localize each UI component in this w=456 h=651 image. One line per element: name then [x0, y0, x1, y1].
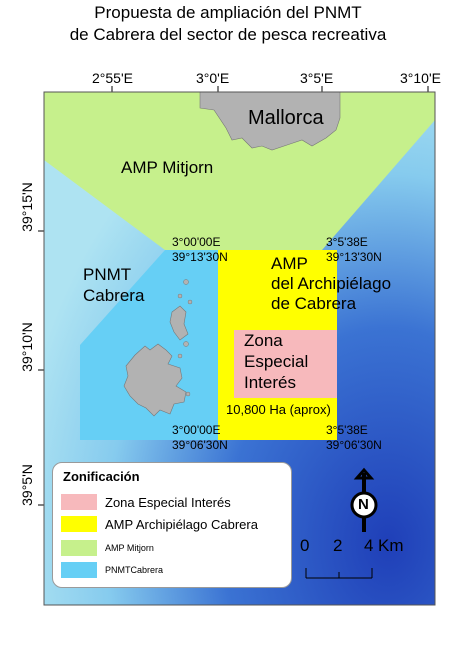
- corner-ne-lat: 39°13'30N: [326, 250, 382, 264]
- north-letter: N: [358, 496, 369, 513]
- corner-nw-lat: 39°13'30N: [172, 250, 228, 264]
- pnmt-label-line2: Cabrera: [83, 286, 145, 305]
- legend-item-label: Zona Especial Interés: [105, 494, 231, 510]
- islet: [183, 341, 189, 347]
- mallorca-land: [199, 92, 341, 151]
- legend-item-label: AMP Mitjorn: [105, 543, 154, 553]
- map-title-line2: de Cabrera del sector de pesca recreativ…: [69, 25, 387, 44]
- area-label: 10,800 Ha (aprox): [226, 402, 331, 417]
- map-title-line1: Propuesta de ampliación del PNMT: [94, 3, 362, 22]
- legend-title: Zonificación: [63, 469, 140, 484]
- islet: [185, 391, 191, 397]
- corner-nw: 3°00'00E 39°13'30N: [172, 235, 228, 265]
- islet: [187, 299, 193, 305]
- legend-item: Zona Especial Interés: [61, 493, 231, 511]
- zona-especial-interes: [234, 330, 337, 398]
- zona-line1: Zona: [244, 331, 283, 350]
- legend: Zonificación Zona Especial Interés AMP A…: [52, 462, 292, 588]
- legend-swatch: [61, 516, 97, 532]
- scale-tick-label: 0: [300, 536, 310, 555]
- legend-swatch: [61, 562, 97, 578]
- mallorca-label: Mallorca: [248, 107, 324, 129]
- zona-line3: Interés: [244, 373, 296, 392]
- x-tick-label: 2°55'E: [92, 70, 133, 86]
- amp-mitjorn-label: AMP Mitjorn: [121, 158, 214, 177]
- x-tick-label: 3°0'E: [196, 70, 230, 86]
- legend-item: PNMTCabrera: [61, 561, 163, 579]
- corner-se-lon: 3°5'38E: [326, 423, 368, 437]
- corner-ne: 3°5'38E 39°13'30N: [326, 235, 382, 265]
- amp-arch-line1: AMP: [271, 254, 308, 273]
- scale-tick-label: 4: [364, 536, 374, 555]
- amp-mitjorn-zone: [44, 92, 435, 250]
- pnmt-label-line1: PNMT: [83, 265, 132, 284]
- legend-item-label: PNMTCabrera: [105, 565, 164, 575]
- islet: [177, 353, 183, 359]
- pnmt-label: PNMT Cabrera: [83, 264, 144, 306]
- x-tick-label: 3°5'E: [300, 70, 334, 86]
- x-tick-label: 3°10'E: [400, 70, 441, 86]
- islet: [183, 279, 189, 285]
- legend-swatch: [61, 494, 97, 510]
- legend-item-label: AMP Archipiélago Cabrera: [105, 516, 258, 532]
- corner-sw-lon: 3°00'00E: [172, 423, 221, 437]
- scale-tick-label: 2: [333, 536, 343, 555]
- islet: [177, 293, 183, 299]
- corner-sw: 3°00'00E 39°06'30N: [172, 423, 228, 453]
- corner-se-lat: 39°06'30N: [326, 438, 382, 452]
- corner-sw-lat: 39°06'30N: [172, 438, 228, 452]
- map-border: [43, 91, 436, 606]
- corner-se: 3°5'38E 39°06'30N: [326, 423, 382, 453]
- zona-especial-label: Zona Especial Interés: [244, 330, 308, 393]
- corner-nw-lon: 3°00'00E: [172, 235, 221, 249]
- legend-swatch: [61, 540, 97, 556]
- amp-archipielago-label: AMP del Archipiélago de Cabrera: [271, 254, 391, 314]
- scale-bar: [305, 568, 373, 579]
- conillera-islet: [169, 305, 189, 341]
- zona-line2: Especial: [244, 352, 309, 371]
- corner-ne-lon: 3°5'38E: [326, 235, 368, 249]
- scale-unit-label: Km: [378, 536, 404, 555]
- amp-arch-line3: de Cabrera: [271, 294, 357, 313]
- legend-item: AMP Mitjorn: [61, 539, 154, 557]
- amp-arch-line2: del Archipiélago: [271, 274, 392, 293]
- cabrera-island: [123, 343, 187, 417]
- legend-item: AMP Archipiélago Cabrera: [61, 515, 258, 533]
- axis-ticks: [38, 86, 429, 506]
- north-arrow-icon: [350, 467, 378, 532]
